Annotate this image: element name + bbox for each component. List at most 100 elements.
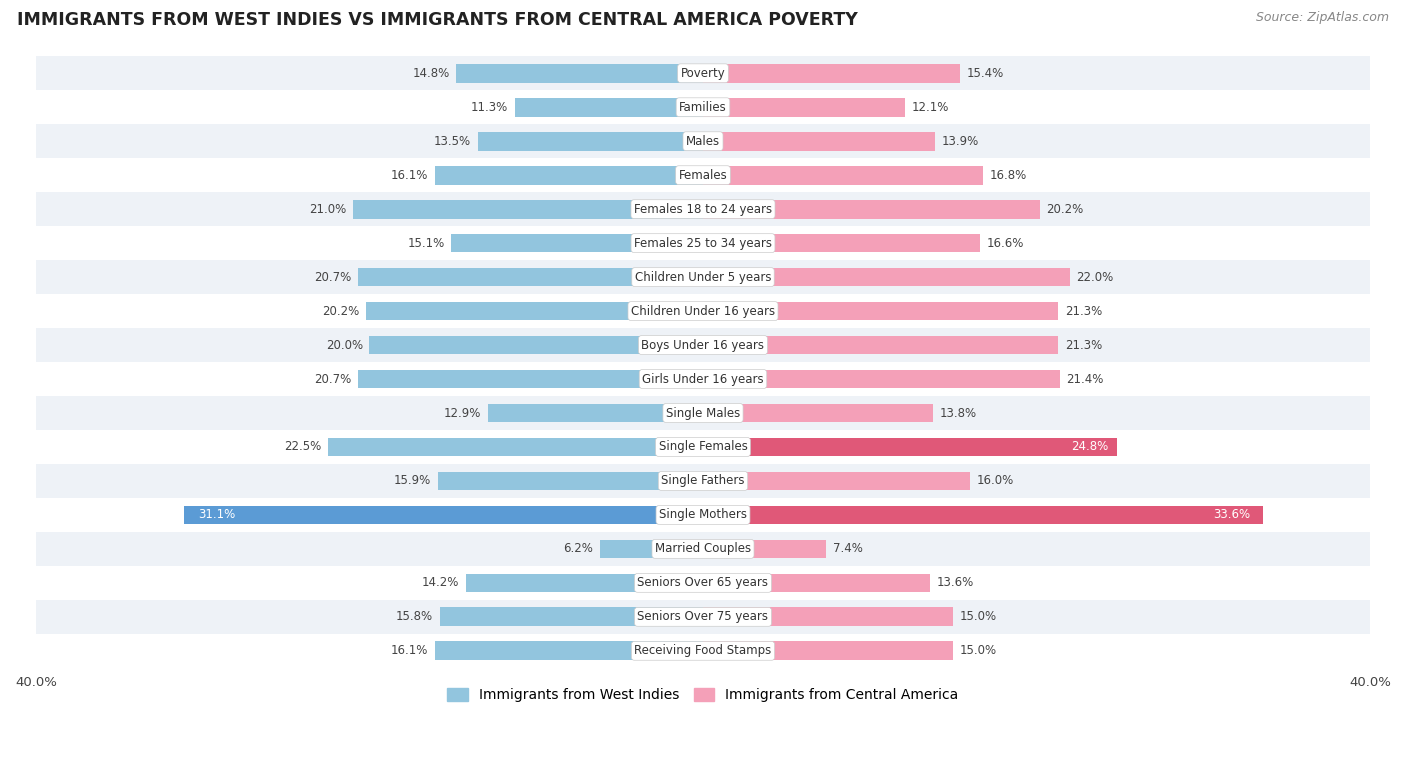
Bar — [434, 641, 703, 660]
Bar — [437, 471, 703, 490]
Text: Females: Females — [679, 169, 727, 182]
Text: 15.0%: 15.0% — [960, 610, 997, 623]
Text: 20.2%: 20.2% — [322, 305, 360, 318]
Text: 13.9%: 13.9% — [942, 135, 979, 148]
Text: 31.1%: 31.1% — [198, 509, 235, 522]
Text: 15.0%: 15.0% — [960, 644, 997, 657]
Bar — [434, 166, 703, 184]
Bar — [703, 302, 1059, 321]
Bar — [37, 464, 1369, 498]
Text: Families: Families — [679, 101, 727, 114]
Text: IMMIGRANTS FROM WEST INDIES VS IMMIGRANTS FROM CENTRAL AMERICA POVERTY: IMMIGRANTS FROM WEST INDIES VS IMMIGRANT… — [17, 11, 858, 30]
Text: 21.3%: 21.3% — [1064, 305, 1102, 318]
Text: 13.5%: 13.5% — [434, 135, 471, 148]
Bar — [37, 158, 1369, 193]
Bar — [37, 328, 1369, 362]
Bar — [703, 268, 1070, 287]
Bar — [703, 233, 980, 252]
Bar — [37, 498, 1369, 532]
Text: 7.4%: 7.4% — [834, 543, 863, 556]
Text: Single Mothers: Single Mothers — [659, 509, 747, 522]
Text: Males: Males — [686, 135, 720, 148]
Bar — [37, 294, 1369, 328]
Text: Source: ZipAtlas.com: Source: ZipAtlas.com — [1256, 11, 1389, 24]
Text: 14.2%: 14.2% — [422, 576, 460, 590]
Text: 33.6%: 33.6% — [1213, 509, 1250, 522]
Text: 16.6%: 16.6% — [987, 236, 1024, 249]
Text: 16.0%: 16.0% — [977, 475, 1014, 487]
Bar — [703, 132, 935, 151]
Text: 20.7%: 20.7% — [314, 372, 352, 386]
Bar — [37, 260, 1369, 294]
Text: 20.2%: 20.2% — [1046, 202, 1084, 216]
Bar — [703, 404, 934, 422]
Text: Girls Under 16 years: Girls Under 16 years — [643, 372, 763, 386]
Bar — [703, 336, 1059, 355]
Bar — [37, 600, 1369, 634]
Text: Single Fathers: Single Fathers — [661, 475, 745, 487]
Bar — [703, 64, 960, 83]
Text: 13.8%: 13.8% — [939, 406, 977, 419]
Bar — [478, 132, 703, 151]
Text: Single Females: Single Females — [658, 440, 748, 453]
Legend: Immigrants from West Indies, Immigrants from Central America: Immigrants from West Indies, Immigrants … — [441, 682, 965, 707]
Text: Seniors Over 75 years: Seniors Over 75 years — [637, 610, 769, 623]
Text: Married Couples: Married Couples — [655, 543, 751, 556]
Text: Females 25 to 34 years: Females 25 to 34 years — [634, 236, 772, 249]
Bar — [703, 200, 1040, 218]
Text: 16.1%: 16.1% — [391, 169, 427, 182]
Text: Children Under 5 years: Children Under 5 years — [634, 271, 772, 283]
Text: 16.8%: 16.8% — [990, 169, 1028, 182]
Text: Single Males: Single Males — [666, 406, 740, 419]
Text: Poverty: Poverty — [681, 67, 725, 80]
Bar — [703, 471, 970, 490]
Text: 15.8%: 15.8% — [395, 610, 433, 623]
Bar — [353, 200, 703, 218]
Bar — [37, 532, 1369, 566]
Bar — [440, 607, 703, 626]
Bar — [703, 437, 1116, 456]
Bar — [184, 506, 703, 525]
Bar — [37, 226, 1369, 260]
Bar — [703, 370, 1060, 388]
Bar — [703, 98, 905, 117]
Bar — [456, 64, 703, 83]
Text: 15.9%: 15.9% — [394, 475, 432, 487]
Text: 20.7%: 20.7% — [314, 271, 352, 283]
Bar — [366, 302, 703, 321]
Bar — [703, 641, 953, 660]
Text: 15.1%: 15.1% — [408, 236, 444, 249]
Text: 12.9%: 12.9% — [444, 406, 481, 419]
Text: Boys Under 16 years: Boys Under 16 years — [641, 339, 765, 352]
Text: 6.2%: 6.2% — [562, 543, 593, 556]
Bar — [357, 268, 703, 287]
Text: Receiving Food Stamps: Receiving Food Stamps — [634, 644, 772, 657]
Bar — [703, 574, 929, 592]
Text: 24.8%: 24.8% — [1071, 440, 1108, 453]
Bar — [37, 566, 1369, 600]
Bar — [599, 540, 703, 558]
Text: 16.1%: 16.1% — [391, 644, 427, 657]
Bar — [357, 370, 703, 388]
Bar — [515, 98, 703, 117]
Bar — [37, 430, 1369, 464]
Bar — [37, 193, 1369, 226]
Text: 21.0%: 21.0% — [309, 202, 346, 216]
Bar — [703, 607, 953, 626]
Text: Seniors Over 65 years: Seniors Over 65 years — [637, 576, 769, 590]
Text: 11.3%: 11.3% — [471, 101, 508, 114]
Bar — [703, 166, 983, 184]
Bar — [37, 90, 1369, 124]
Bar — [370, 336, 703, 355]
Text: 20.0%: 20.0% — [326, 339, 363, 352]
Bar — [467, 574, 703, 592]
Text: Females 18 to 24 years: Females 18 to 24 years — [634, 202, 772, 216]
Text: 12.1%: 12.1% — [911, 101, 949, 114]
Text: 13.6%: 13.6% — [936, 576, 974, 590]
Bar — [703, 540, 827, 558]
Text: 21.3%: 21.3% — [1064, 339, 1102, 352]
Bar — [37, 56, 1369, 90]
Text: 22.0%: 22.0% — [1077, 271, 1114, 283]
Text: 21.4%: 21.4% — [1067, 372, 1104, 386]
Bar — [37, 362, 1369, 396]
